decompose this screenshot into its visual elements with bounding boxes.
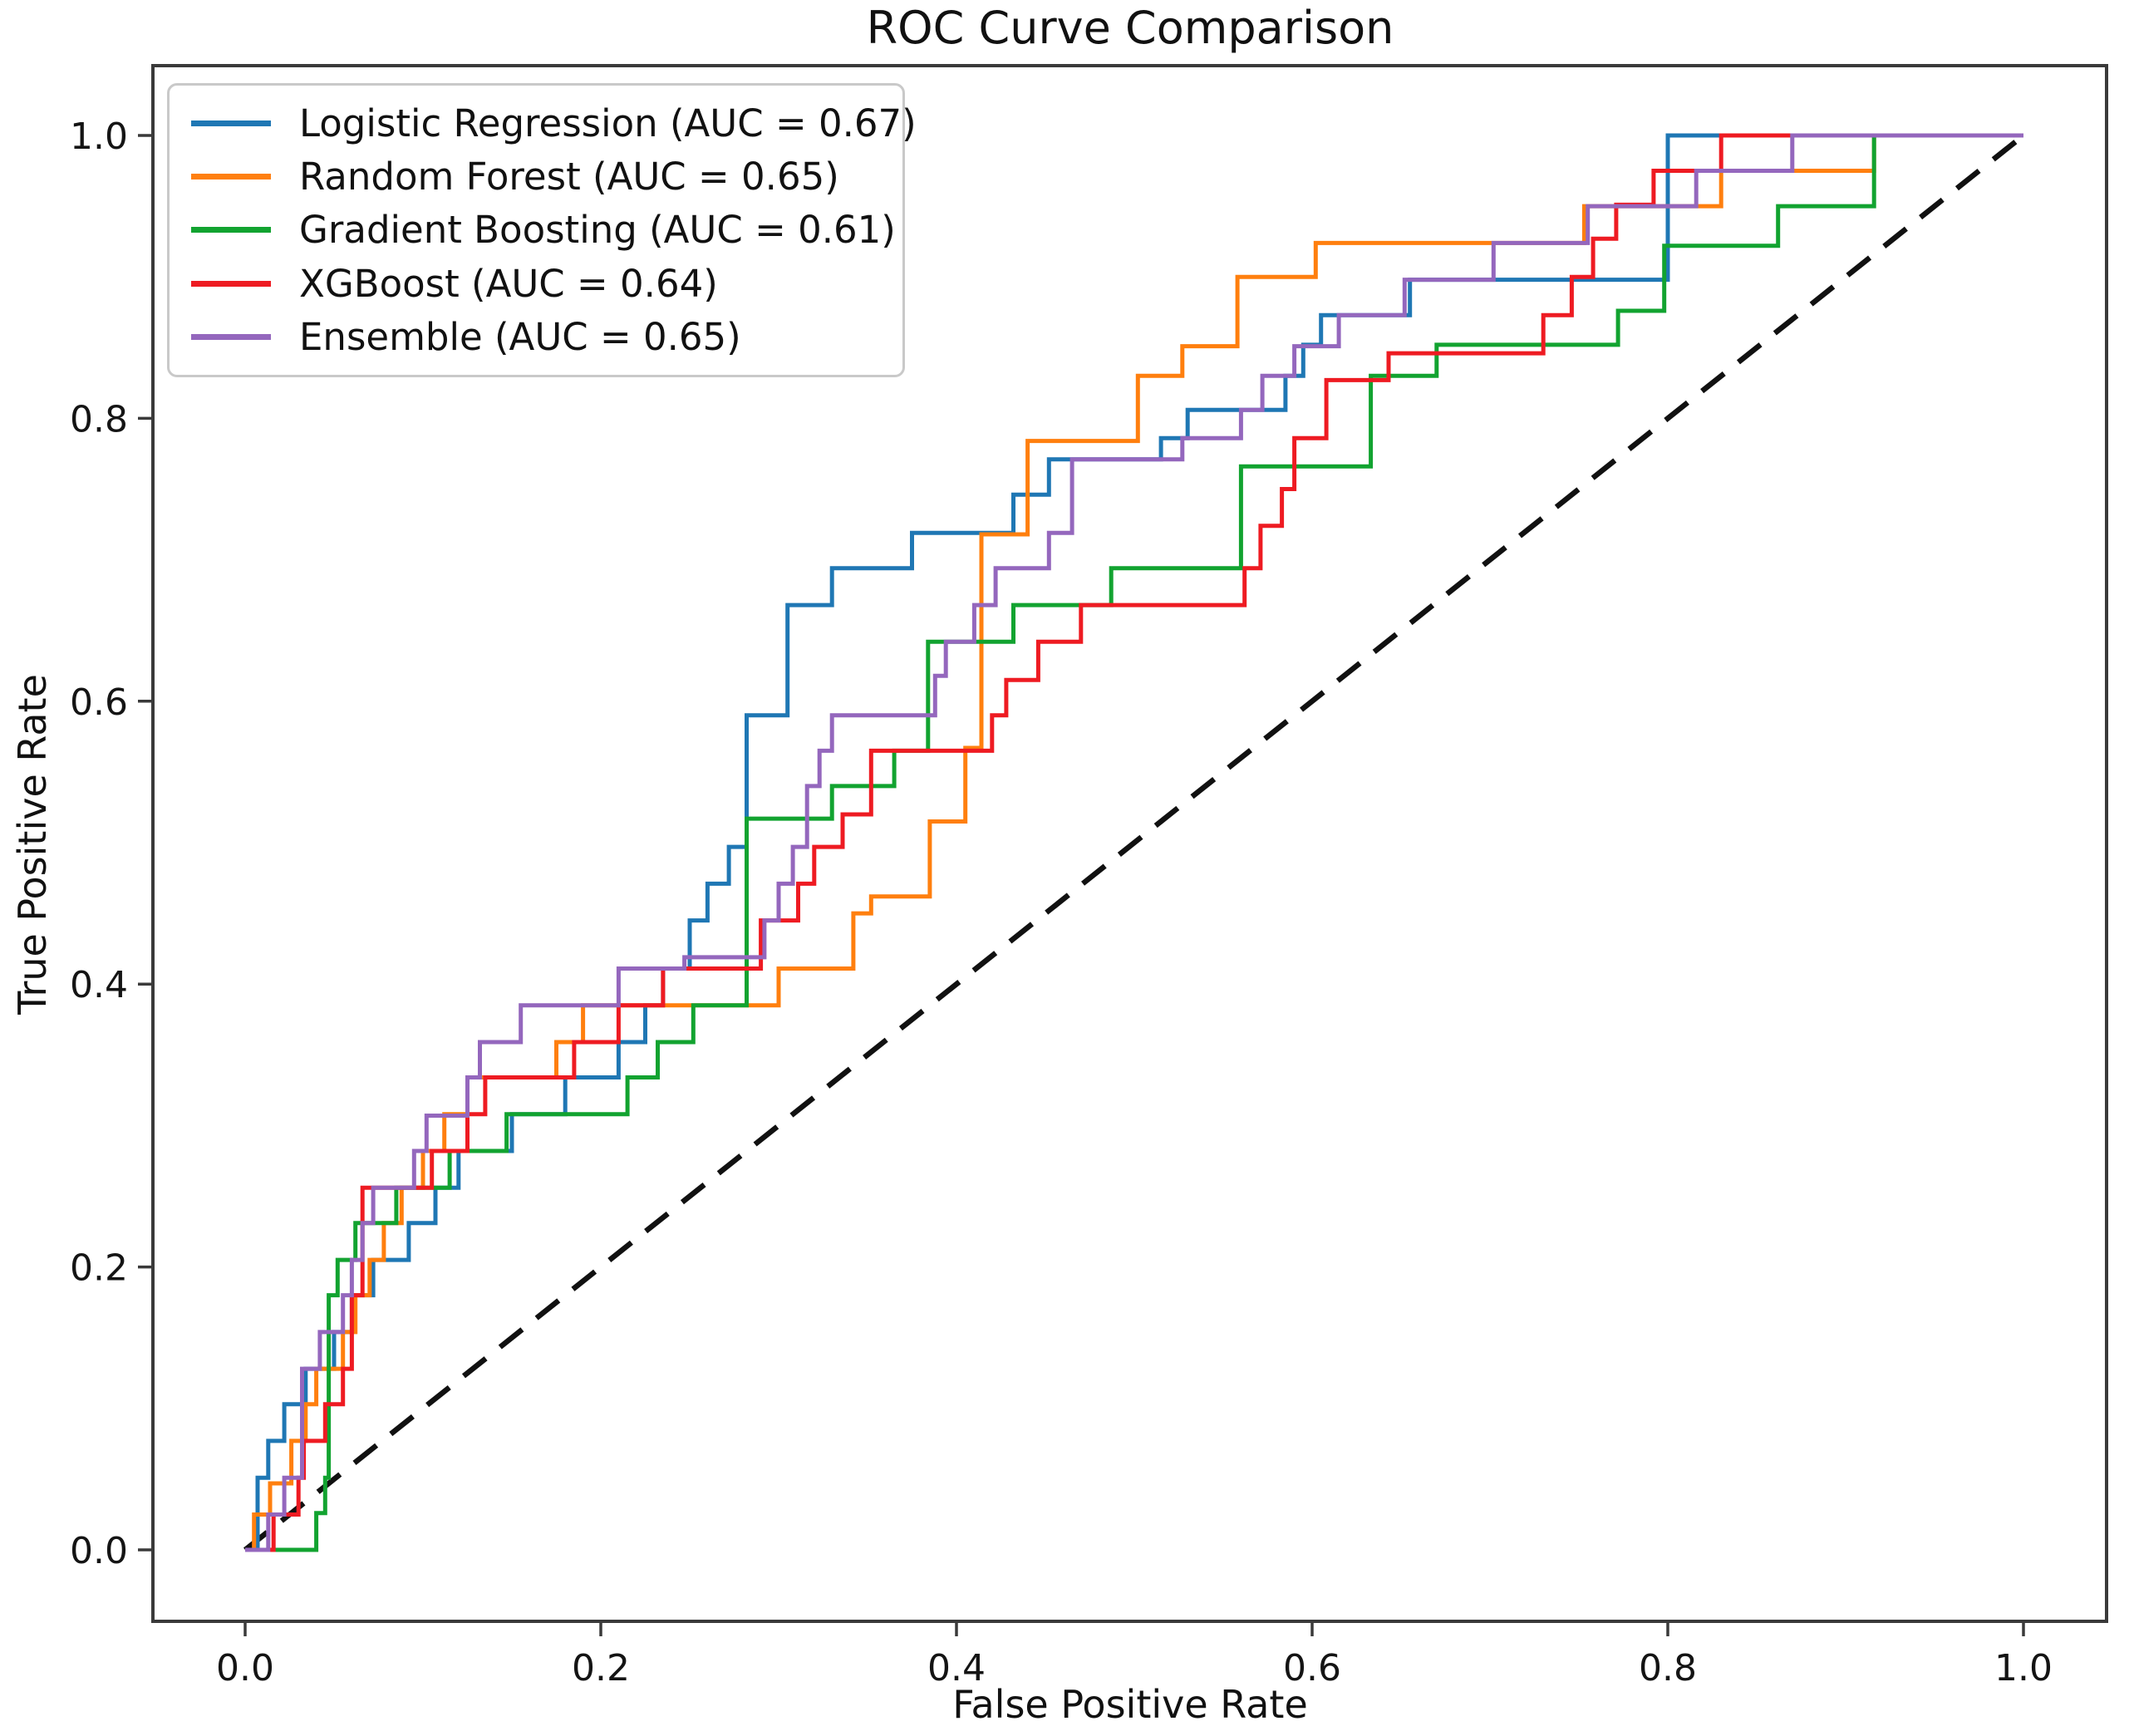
- roc-curves: [243, 133, 2026, 1552]
- legend-item-gradient-boosting: Gradient Boosting (AUC = 0.61): [191, 206, 902, 254]
- legend: Logistic Regression (AUC = 0.67) Random F…: [167, 83, 917, 377]
- roc-curve-xgboost: [245, 133, 2023, 1552]
- x-tick-label: 0.8: [1639, 1647, 1697, 1689]
- roc-curve-random-forest: [245, 133, 2023, 1552]
- chance-diagonal-line: [243, 133, 2026, 1552]
- x-tick-label: 0.6: [1283, 1647, 1341, 1689]
- legend-label: XGBoost (AUC = 0.64): [299, 261, 718, 306]
- y-tick-label: 0.2: [70, 1247, 128, 1290]
- y-tick-label: 0.6: [70, 681, 128, 724]
- roc-curve-gradient-boosting: [245, 133, 2023, 1552]
- x-axis-label: False Positive Rate: [952, 1682, 1308, 1727]
- plot-border: [151, 64, 2108, 1623]
- x-tick-label: 0.4: [927, 1647, 986, 1689]
- x-tick-label: 0.0: [216, 1647, 274, 1689]
- legend-line-swatch: [191, 227, 271, 234]
- legend-line-swatch: [191, 280, 271, 287]
- legend-item-logistic-regression: Logistic Regression (AUC = 0.67): [191, 99, 917, 147]
- legend-line-swatch: [191, 334, 271, 341]
- legend-line-swatch: [191, 174, 271, 180]
- legend-label: Ensemble (AUC = 0.65): [299, 315, 741, 360]
- legend-item-ensemble: Ensemble (AUC = 0.65): [191, 313, 902, 361]
- y-tick-label: 0.4: [70, 964, 128, 1006]
- x-tick-label: 0.2: [572, 1647, 630, 1689]
- legend-label: Random Forest (AUC = 0.65): [299, 155, 839, 199]
- chart-title: ROC Curve Comparison: [866, 2, 1394, 54]
- legend-item-random-forest: Random Forest (AUC = 0.65): [191, 153, 902, 201]
- y-axis-label: True Positive Rate: [10, 674, 55, 1015]
- legend-label: Logistic Regression (AUC = 0.67): [299, 101, 917, 145]
- y-tick-label: 1.0: [70, 116, 128, 158]
- legend-label: Gradient Boosting (AUC = 0.61): [299, 208, 896, 253]
- y-tick-label: 0.8: [70, 398, 128, 440]
- roc-curve-ensemble: [245, 133, 2023, 1552]
- x-tick-label: 1.0: [1994, 1647, 2053, 1689]
- axis-ticks: 0.0 0.2 0.4 0.6 0.8 1.0 0.0 0.2 0.4 0.6 0.8 1.0: [70, 116, 2053, 1689]
- legend-line-swatch: [191, 120, 271, 126]
- y-tick-label: 0.0: [70, 1530, 128, 1572]
- legend-item-xgboost: XGBoost (AUC = 0.64): [191, 259, 902, 307]
